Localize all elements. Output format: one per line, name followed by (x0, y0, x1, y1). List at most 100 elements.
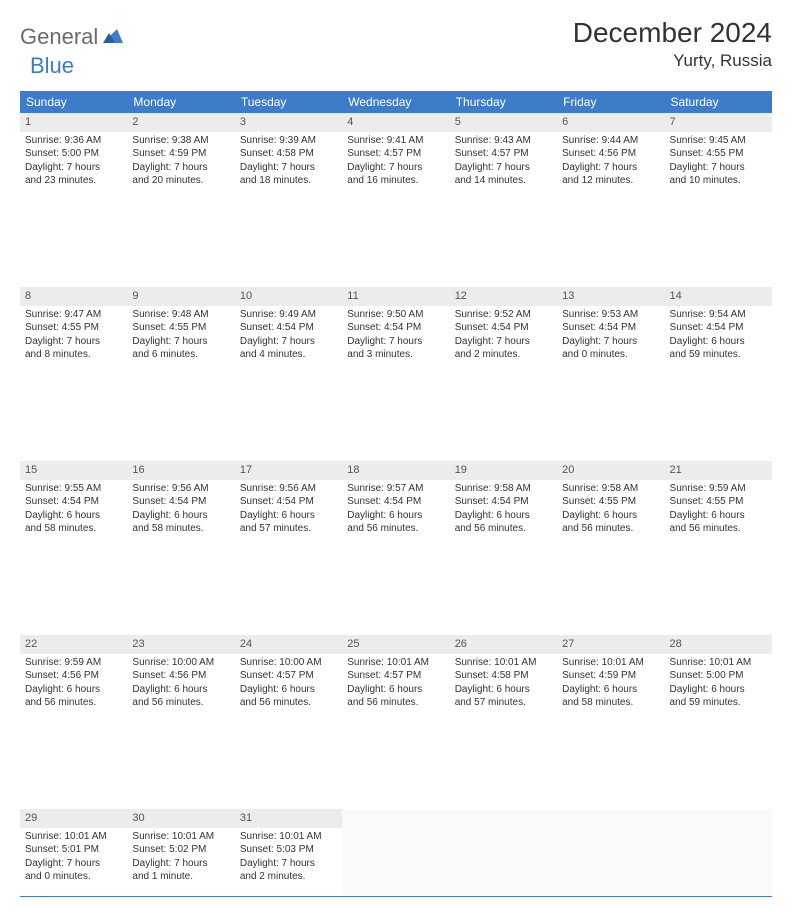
day-number: 25 (342, 635, 449, 654)
day-rise: Sunrise: 9:41 AM (347, 134, 444, 148)
day-rise: Sunrise: 9:58 AM (562, 482, 659, 496)
logo-triangle-icon (103, 27, 123, 48)
calendar-day: 1Sunrise: 9:36 AMSunset: 5:00 PMDaylight… (20, 113, 127, 200)
day-dl2: and 56 minutes. (132, 696, 229, 710)
day-set: Sunset: 4:58 PM (455, 669, 552, 683)
day-dl2: and 0 minutes. (562, 348, 659, 362)
weekday-header: Sunday (20, 91, 127, 113)
day-dl2: and 58 minutes. (25, 522, 122, 536)
day-number: 31 (235, 809, 342, 828)
calendar-day: 22Sunrise: 9:59 AMSunset: 4:56 PMDayligh… (20, 635, 127, 722)
weekday-header: Wednesday (342, 91, 449, 113)
day-number: 20 (557, 461, 664, 480)
day-dl2: and 58 minutes. (562, 696, 659, 710)
day-dl1: Daylight: 6 hours (347, 509, 444, 523)
calendar-day: 12Sunrise: 9:52 AMSunset: 4:54 PMDayligh… (450, 287, 557, 374)
weekday-header: Friday (557, 91, 664, 113)
calendar-day: 4Sunrise: 9:41 AMSunset: 4:57 PMDaylight… (342, 113, 449, 200)
day-dl1: Daylight: 6 hours (132, 683, 229, 697)
calendar-week: 29Sunrise: 10:01 AMSunset: 5:01 PMDaylig… (20, 809, 772, 897)
day-number: 13 (557, 287, 664, 306)
calendar-body: 1Sunrise: 9:36 AMSunset: 5:00 PMDaylight… (20, 113, 772, 897)
day-rise: Sunrise: 10:00 AM (240, 656, 337, 670)
calendar-day: 30 Sunrise: 10:01 AMSunset: 5:02 PMDaylig… (127, 809, 234, 897)
day-rise: Sunrise: 10:01 AM (240, 830, 337, 844)
day-number: 21 (665, 461, 772, 480)
day-number: 30 (127, 809, 234, 828)
day-dl2: and 59 minutes. (670, 696, 767, 710)
calendar-day: 23Sunrise: 10:00 AMSunset: 4:56 PMDaylig… (127, 635, 234, 722)
day-dl1: Daylight: 6 hours (670, 683, 767, 697)
day-dl1: Daylight: 6 hours (240, 509, 337, 523)
calendar-day: . (665, 809, 772, 897)
day-set: Sunset: 4:55 PM (132, 321, 229, 335)
calendar-week: 15Sunrise: 9:55 AMSunset: 4:54 PMDayligh… (20, 461, 772, 548)
day-dl1: Daylight: 7 hours (132, 857, 229, 871)
calendar-table: SundayMondayTuesdayWednesdayThursdayFrid… (20, 91, 772, 897)
day-rise: Sunrise: 9:44 AM (562, 134, 659, 148)
day-dl1: Daylight: 7 hours (240, 161, 337, 175)
day-dl1: Daylight: 7 hours (347, 161, 444, 175)
day-rise: Sunrise: 10:01 AM (347, 656, 444, 670)
calendar-day: 7Sunrise: 9:45 AMSunset: 4:55 PMDaylight… (665, 113, 772, 200)
day-dl1: Daylight: 6 hours (347, 683, 444, 697)
day-dl1: Daylight: 7 hours (455, 335, 552, 349)
day-number: 9 (127, 287, 234, 306)
day-dl2: and 8 minutes. (25, 348, 122, 362)
day-rise: Sunrise: 10:01 AM (132, 830, 229, 844)
calendar-week: 8Sunrise: 9:47 AMSunset: 4:55 PMDaylight… (20, 287, 772, 374)
calendar-day: . (450, 809, 557, 897)
day-set: Sunset: 4:58 PM (240, 147, 337, 161)
day-number: 6 (557, 113, 664, 132)
day-dl1: Daylight: 7 hours (240, 857, 337, 871)
day-dl2: and 16 minutes. (347, 174, 444, 188)
day-dl1: Daylight: 7 hours (562, 335, 659, 349)
day-number: 18 (342, 461, 449, 480)
day-set: Sunset: 5:00 PM (670, 669, 767, 683)
day-dl2: and 59 minutes. (670, 348, 767, 362)
day-dl1: Daylight: 6 hours (25, 683, 122, 697)
day-dl2: and 10 minutes. (670, 174, 767, 188)
day-set: Sunset: 4:54 PM (347, 321, 444, 335)
day-rise: Sunrise: 10:01 AM (562, 656, 659, 670)
day-number: 15 (20, 461, 127, 480)
day-rise: Sunrise: 9:56 AM (132, 482, 229, 496)
day-set: Sunset: 5:01 PM (25, 843, 122, 857)
calendar-day: 25 Sunrise: 10:01 AMSunset: 4:57 PMDaylig… (342, 635, 449, 722)
day-rise: Sunrise: 9:54 AM (670, 308, 767, 322)
day-rise: Sunrise: 10:01 AM (670, 656, 767, 670)
day-set: Sunset: 4:59 PM (562, 669, 659, 683)
day-set: Sunset: 4:57 PM (347, 669, 444, 683)
calendar-day: 6Sunrise: 9:44 AMSunset: 4:56 PMDaylight… (557, 113, 664, 200)
weekday-header: Thursday (450, 91, 557, 113)
calendar-day: 24Sunrise: 10:00 AMSunset: 4:57 PMDaylig… (235, 635, 342, 722)
day-set: Sunset: 5:03 PM (240, 843, 337, 857)
day-dl1: Daylight: 6 hours (562, 683, 659, 697)
weekday-header: Monday (127, 91, 234, 113)
calendar-day: 5Sunrise: 9:43 AMSunset: 4:57 PMDaylight… (450, 113, 557, 200)
day-number: 3 (235, 113, 342, 132)
day-dl1: Daylight: 6 hours (670, 335, 767, 349)
day-dl2: and 58 minutes. (132, 522, 229, 536)
calendar-day: 31 Sunrise: 10:01 AMSunset: 5:03 PMDaylig… (235, 809, 342, 897)
day-dl2: and 18 minutes. (240, 174, 337, 188)
day-dl1: Daylight: 7 hours (132, 161, 229, 175)
day-dl2: and 56 minutes. (670, 522, 767, 536)
day-dl1: Daylight: 6 hours (455, 509, 552, 523)
day-dl1: Daylight: 6 hours (670, 509, 767, 523)
day-set: Sunset: 4:55 PM (562, 495, 659, 509)
day-dl1: Daylight: 7 hours (240, 335, 337, 349)
day-rise: Sunrise: 9:59 AM (670, 482, 767, 496)
calendar-day: 28Sunrise: 10:01 AMSunset: 5:00 PMDaylig… (665, 635, 772, 722)
calendar-day: 26Sunrise: 10:01 AMSunset: 4:58 PMDaylig… (450, 635, 557, 722)
day-rise: Sunrise: 9:50 AM (347, 308, 444, 322)
day-set: Sunset: 4:54 PM (455, 321, 552, 335)
day-number: 8 (20, 287, 127, 306)
day-number: 19 (450, 461, 557, 480)
day-rise: Sunrise: 9:56 AM (240, 482, 337, 496)
calendar-day: 2Sunrise: 9:38 AMSunset: 4:59 PMDaylight… (127, 113, 234, 200)
day-number: 12 (450, 287, 557, 306)
day-set: Sunset: 5:02 PM (132, 843, 229, 857)
day-dl2: and 57 minutes. (240, 522, 337, 536)
day-dl2: and 2 minutes. (240, 870, 337, 884)
